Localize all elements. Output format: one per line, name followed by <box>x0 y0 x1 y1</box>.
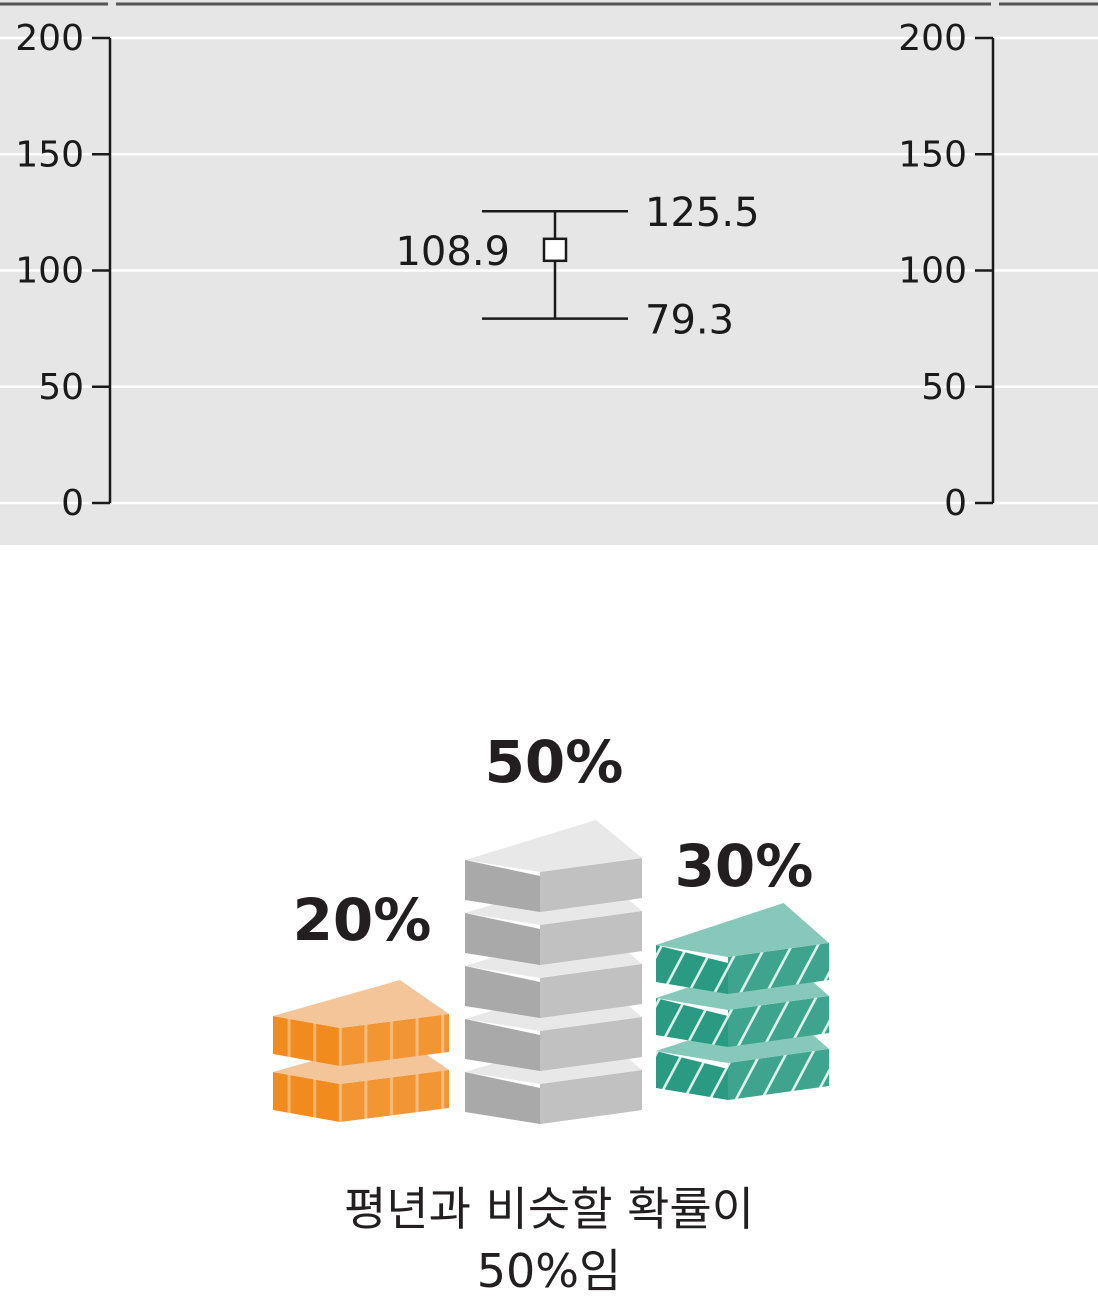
probability-chart: 20% 50% 30% <box>273 728 829 1124</box>
errorbar-chart: 0 0 50 50 100 100 150 150 200 200 125.5 79.3 108.9 <box>0 0 1098 524</box>
top-border-gap <box>108 0 116 8</box>
bar-block <box>465 820 642 912</box>
block-right-face <box>340 1070 449 1122</box>
value-label-below: 20% <box>293 886 432 954</box>
lower-bound-label: 79.3 <box>645 298 734 344</box>
block-left-face <box>465 1019 540 1071</box>
upper-bound-label: 125.5 <box>645 190 760 236</box>
caption-line-2: 50%임 <box>476 1244 622 1298</box>
right-y-tick-label: 100 <box>898 251 967 292</box>
block-top-face <box>273 980 449 1028</box>
block-right-shade <box>540 858 642 912</box>
bar-block <box>273 980 449 1066</box>
block-right-shade <box>728 943 829 994</box>
left-y-tick-label: 0 <box>61 483 84 524</box>
block-left-face <box>656 945 728 994</box>
caption: 평년과 비슷할 확률이 50%임 <box>0 1178 1098 1302</box>
caption-line-1: 평년과 비슷할 확률이 <box>343 1182 755 1236</box>
block-right-shade <box>728 996 829 1047</box>
block-right-shade <box>540 911 642 965</box>
bar-stack-similar <box>465 820 642 1124</box>
block-left-face <box>465 1072 540 1124</box>
top-border-gap <box>991 0 999 8</box>
block-right-shade <box>728 1049 829 1100</box>
block-right-shade <box>340 1070 449 1122</box>
block-left-face <box>465 913 540 965</box>
block-right-face <box>340 1014 449 1066</box>
point-marker <box>542 237 568 263</box>
chart-panel <box>0 0 1098 545</box>
block-left-face <box>656 1051 728 1100</box>
block-right-face <box>728 1049 829 1100</box>
block-right-face <box>728 943 829 994</box>
value-label-similar: 50% <box>485 728 624 796</box>
block-right-face <box>728 996 829 1047</box>
block-right-shade <box>540 1070 642 1124</box>
left-y-tick-label: 150 <box>15 134 84 175</box>
bar-stack-below <box>273 980 449 1122</box>
left-y-tick-label: 50 <box>38 367 84 408</box>
block-right-shade <box>540 1017 642 1071</box>
left-y-tick-label: 100 <box>15 251 84 292</box>
block-left-face <box>465 966 540 1018</box>
right-y-tick-label: 150 <box>898 134 967 175</box>
right-y-tick-label: 50 <box>921 367 967 408</box>
block-right-shade <box>340 1014 449 1066</box>
block-top-face <box>656 903 829 957</box>
right-y-tick-label: 0 <box>944 483 967 524</box>
bar-block <box>656 903 829 994</box>
right-y-tick-label: 200 <box>898 18 967 59</box>
block-left-face <box>465 860 540 912</box>
block-left-face <box>273 1016 340 1066</box>
bar-stack-above <box>656 903 829 1100</box>
value-label-above: 30% <box>675 832 814 900</box>
block-top-face <box>465 820 642 872</box>
point-value-label: 108.9 <box>395 229 510 275</box>
block-left-face <box>273 1072 340 1122</box>
left-y-tick-label: 200 <box>15 18 84 59</box>
block-left-face <box>656 998 728 1047</box>
block-right-shade <box>540 964 642 1018</box>
